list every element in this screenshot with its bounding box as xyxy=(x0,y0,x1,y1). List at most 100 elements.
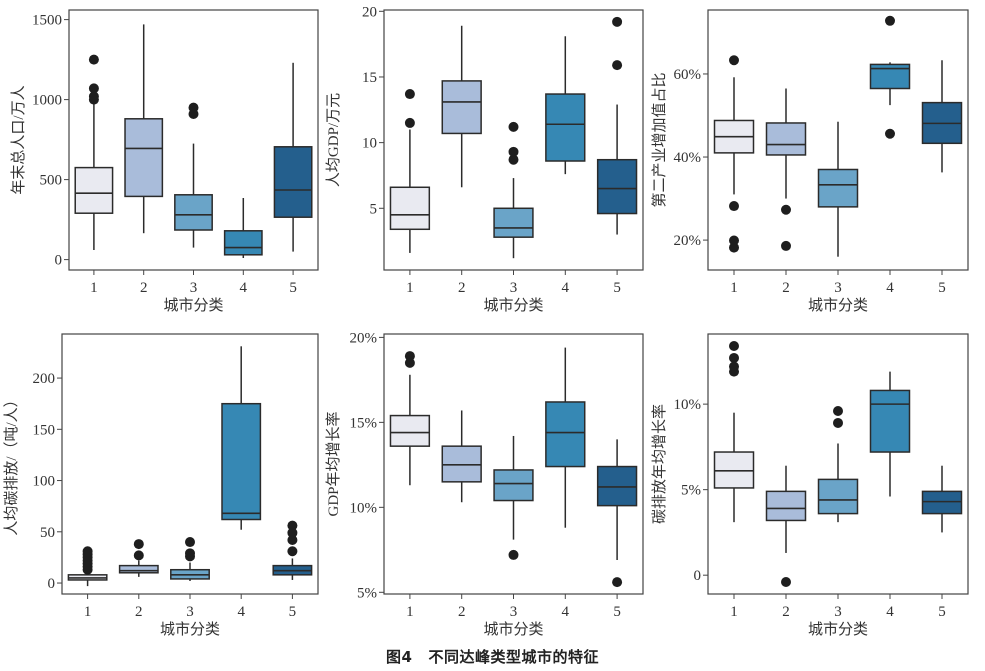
box xyxy=(765,122,807,156)
outlier-point xyxy=(833,417,843,428)
outlier-point xyxy=(781,204,791,215)
figure-caption: 图4 不同达峰类型城市的特征 xyxy=(0,646,985,667)
x-tick-label: 5 xyxy=(613,604,621,620)
box xyxy=(74,166,114,214)
outlier-point xyxy=(185,537,195,548)
y-tick-label: 15 xyxy=(362,70,377,86)
figure-title: 不同达峰类型城市的特征 xyxy=(428,648,599,666)
box xyxy=(441,445,482,483)
outlier-point xyxy=(508,549,519,560)
outlier-point xyxy=(404,117,415,128)
x-tick-label: 3 xyxy=(510,280,518,296)
box-group-5 xyxy=(921,60,963,173)
box-group-5 xyxy=(596,439,638,588)
box xyxy=(596,158,638,215)
box xyxy=(545,401,586,468)
outlier-point xyxy=(729,340,739,351)
box-group-2 xyxy=(441,25,482,188)
figure-number: 图4 xyxy=(386,648,413,666)
outlier-point xyxy=(885,128,895,139)
outlier-point xyxy=(133,539,144,550)
y-tick-label: 20 xyxy=(362,4,377,20)
box-group-4 xyxy=(869,15,911,139)
x-axis-label: 城市分类 xyxy=(808,621,868,638)
y-axis-label: 碳排放年均增长率 xyxy=(651,404,668,524)
box xyxy=(223,230,263,256)
outlier-point xyxy=(188,102,199,113)
outlier-point xyxy=(508,121,519,132)
x-axis-label: 城市分类 xyxy=(483,621,543,638)
outlier-point xyxy=(287,527,298,538)
x-tick-label: 5 xyxy=(289,280,297,296)
outlier-point xyxy=(287,520,298,531)
box-group-5 xyxy=(596,16,638,235)
box-group-1 xyxy=(67,546,108,587)
box-group-3 xyxy=(174,102,213,248)
y-tick-label: 40% xyxy=(674,150,702,166)
box xyxy=(124,118,164,198)
y-axis-label: GDP年均增长率 xyxy=(325,411,342,516)
y-tick-label: 10% xyxy=(674,397,702,413)
outlier-point xyxy=(729,242,739,253)
outlier-point xyxy=(185,548,195,559)
box xyxy=(596,465,638,507)
outlier-point xyxy=(287,534,298,545)
x-tick-label: 1 xyxy=(406,280,414,296)
box-group-1 xyxy=(74,54,114,250)
box-group-3 xyxy=(817,121,859,257)
panel-secondary-industry-share: 20% 40% 60% 1 2 3 4 5 城市分类 第二产业增加值占比 xyxy=(650,9,969,314)
outlier-point xyxy=(885,15,895,26)
x-tick-label: 4 xyxy=(886,604,894,620)
outlier-point xyxy=(133,550,144,561)
box xyxy=(765,490,807,522)
y-tick-label: 50 xyxy=(40,525,55,541)
y-tick-label: 5 xyxy=(370,201,378,217)
outlier-point xyxy=(781,577,791,588)
y-tick-label: 150 xyxy=(33,422,56,438)
x-tick-label: 2 xyxy=(140,280,148,296)
box-group-3 xyxy=(170,537,210,581)
y-tick-label: 1000 xyxy=(32,93,62,109)
outlier-point xyxy=(612,16,623,27)
outlier-point xyxy=(612,60,623,71)
x-tick-label: 3 xyxy=(190,280,198,296)
box xyxy=(869,389,911,453)
outlier-point xyxy=(88,91,99,102)
x-tick-label: 1 xyxy=(730,604,738,620)
y-axis-label: 人均GDP/万元 xyxy=(325,93,342,187)
box-group-5 xyxy=(273,62,313,252)
outlier-point xyxy=(729,55,739,66)
box-group-4 xyxy=(545,347,586,528)
panel-gdp-per-capita: 5 10 15 20 1 2 3 4 5 城市分类 人均GDP/万元 xyxy=(325,4,644,314)
y-tick-label: 0 xyxy=(55,253,63,269)
box xyxy=(174,194,213,231)
box xyxy=(389,414,431,447)
x-tick-label: 4 xyxy=(562,280,570,296)
y-axis-label: 人均碳排放/（吨/人） xyxy=(3,392,20,535)
box xyxy=(921,490,963,515)
box xyxy=(389,186,431,231)
box-group-2 xyxy=(124,24,164,234)
y-tick-label: 100 xyxy=(33,474,56,490)
outlier-point xyxy=(88,83,99,94)
outlier-point xyxy=(404,351,415,362)
x-tick-label: 1 xyxy=(730,280,738,296)
x-tick-label: 2 xyxy=(782,280,790,296)
x-tick-label: 1 xyxy=(84,604,92,620)
box-group-3 xyxy=(817,405,859,523)
panel-gdp-growth-rate: 5% 10% 15% 20% 1 2 3 4 5 城市分类 GDP年均增长率 xyxy=(325,330,644,638)
x-tick-label: 2 xyxy=(135,604,143,620)
box xyxy=(817,168,859,208)
x-tick-label: 3 xyxy=(834,604,842,620)
panel-population: 0 500 1000 1500 1 2 3 4 5 城市分类 年末总人口/万人 xyxy=(10,9,319,314)
x-tick-label: 2 xyxy=(458,280,466,296)
box-group-4 xyxy=(869,371,911,497)
x-tick-label: 4 xyxy=(240,280,248,296)
y-tick-label: 5% xyxy=(357,585,377,601)
x-tick-label: 1 xyxy=(90,280,98,296)
outlier-point xyxy=(508,146,519,157)
box xyxy=(713,451,755,489)
box-group-3 xyxy=(493,435,534,560)
x-tick-label: 1 xyxy=(406,604,414,620)
